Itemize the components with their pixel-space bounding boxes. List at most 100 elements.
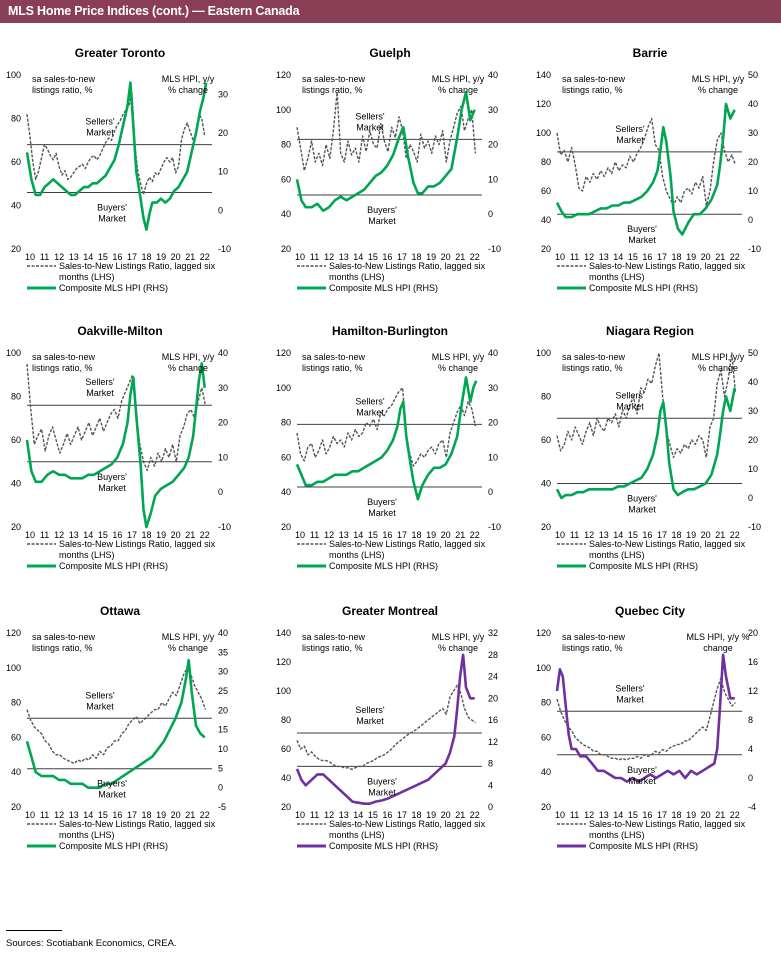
chart-title: Guelph [369,46,410,60]
x-tick-label: 15 [368,810,378,820]
left-tick-label: 80 [281,418,291,428]
lhs-label: sa sales-to-new [32,74,96,84]
x-tick-label: 18 [412,530,422,540]
chart-title: Quebec City [615,604,685,618]
buyers-market-label: Market [98,790,126,800]
buyers-market-label: Buyers' [367,205,397,215]
chart-title: Barrie [633,46,668,60]
right-tick-label: 24 [488,672,498,682]
rhs-label: MLS HPI, y/y [692,352,745,362]
buyers-market-label: Market [628,235,656,245]
lhs-label: sa sales-to-new [32,352,96,362]
x-tick-label: 19 [426,252,436,262]
hpi-series-line [295,653,475,805]
left-tick-label: 80 [11,392,21,402]
x-tick-label: 21 [715,252,725,262]
left-tick-label: 120 [536,628,551,638]
rhs-label: MLS HPI, y/y % [686,632,749,642]
left-tick-label: 80 [11,698,21,708]
buyers-market-label: Market [368,508,396,518]
x-tick-label: 19 [426,810,436,820]
right-tick-label: 30 [218,89,228,99]
sellers-market-label: Market [86,701,114,711]
rhs-label: % change [698,363,738,373]
page-title: MLS Home Price Indices (cont.) — Eastern… [8,4,300,18]
buyers-market-label: Buyers' [367,776,397,786]
rhs-label: MLS HPI, y/y [432,74,485,84]
chart-hamilton-burlington: Hamilton-Burlington 20 40 60 80 100 120 -10 0 10 2… [276,324,501,571]
x-tick-label: 11 [310,252,319,262]
right-tick-label: 30 [488,105,498,115]
x-tick-label: 13 [599,530,609,540]
x-tick-label: 22 [200,810,210,820]
left-tick-label: 60 [541,435,551,445]
buyers-market-label: Market [368,787,396,797]
right-tick-label: 50 [748,70,758,80]
right-tick-label: 25 [218,686,228,696]
legend-ratio-label-cont: months (LHS) [329,830,385,840]
right-tick-label: 12 [748,686,758,696]
left-tick-label: 100 [276,383,291,393]
hpi-series-line [295,376,478,501]
right-tick-label: 20 [748,628,758,638]
left-tick-label: 100 [6,348,21,358]
x-tick-label: 14 [83,810,93,820]
right-tick-label: 4 [748,744,753,754]
left-tick-label: 120 [276,348,291,358]
legend-ratio-label: Sales-to-New Listings Ratio, lagged six [589,539,746,549]
right-tick-label: 4 [488,780,493,790]
x-tick-label: 21 [455,810,465,820]
x-tick-label: 22 [470,252,480,262]
legend-ratio-label: Sales-to-New Listings Ratio, lagged six [59,819,216,829]
buyers-market-label: Market [368,216,396,226]
ratio-series-line [26,667,207,765]
right-tick-label: 50 [748,348,758,358]
right-tick-label: 8 [488,759,493,769]
left-tick-label: 80 [281,140,291,150]
legend-hpi-label: Composite MLS HPI (RHS) [329,561,438,571]
rhs-label: MLS HPI, y/y [432,632,485,642]
x-tick-label: 12 [324,530,334,540]
sellers-market-label: Market [86,128,114,138]
x-tick-label: 13 [69,252,79,262]
x-tick-label: 22 [200,530,210,540]
left-tick-label: 40 [11,767,21,777]
x-tick-label: 17 [657,252,667,262]
left-tick-label: 40 [281,773,291,783]
x-tick-label: 14 [613,810,623,820]
x-tick-label: 15 [368,252,378,262]
legend-hpi-label: Composite MLS HPI (RHS) [59,841,168,851]
x-tick-label: 12 [584,810,594,820]
right-tick-label: 20 [748,157,758,167]
rhs-label: % change [168,643,208,653]
lhs-label: sa sales-to-new [562,74,626,84]
x-tick-label: 21 [185,252,195,262]
x-tick-label: 16 [642,810,652,820]
left-tick-label: 20 [541,522,551,532]
right-tick-label: 0 [748,773,753,783]
right-tick-label: 40 [748,99,758,109]
x-tick-label: 13 [69,810,79,820]
x-tick-label: 19 [156,530,166,540]
x-tick-label: 17 [397,530,407,540]
chart-title: Greater Toronto [75,46,165,60]
legend-ratio-label-cont: months (LHS) [59,550,115,560]
rhs-label: MLS HPI, y/y [432,352,485,362]
sellers-market-label: Market [356,122,384,132]
x-tick-label: 22 [470,810,480,820]
left-tick-label: 100 [6,663,21,673]
x-tick-label: 14 [353,530,363,540]
right-tick-label: 0 [218,205,223,215]
left-tick-label: 80 [541,392,551,402]
x-tick-label: 20 [701,530,711,540]
rhs-label: MLS HPI, y/y [692,74,745,84]
chart-quebec-city: Quebec City 20 40 60 80 100 120 -4 0 4 8 12 16 20 10 11… [536,604,758,851]
x-tick-label: 13 [339,810,349,820]
left-tick-label: 120 [276,657,291,667]
buyers-market-label: Buyers' [97,472,127,482]
ratio-series-line [556,352,737,459]
x-tick-label: 20 [171,810,181,820]
left-tick-label: 20 [281,802,291,812]
x-tick-label: 17 [127,252,137,262]
lhs-label: listings ratio, % [32,643,93,653]
